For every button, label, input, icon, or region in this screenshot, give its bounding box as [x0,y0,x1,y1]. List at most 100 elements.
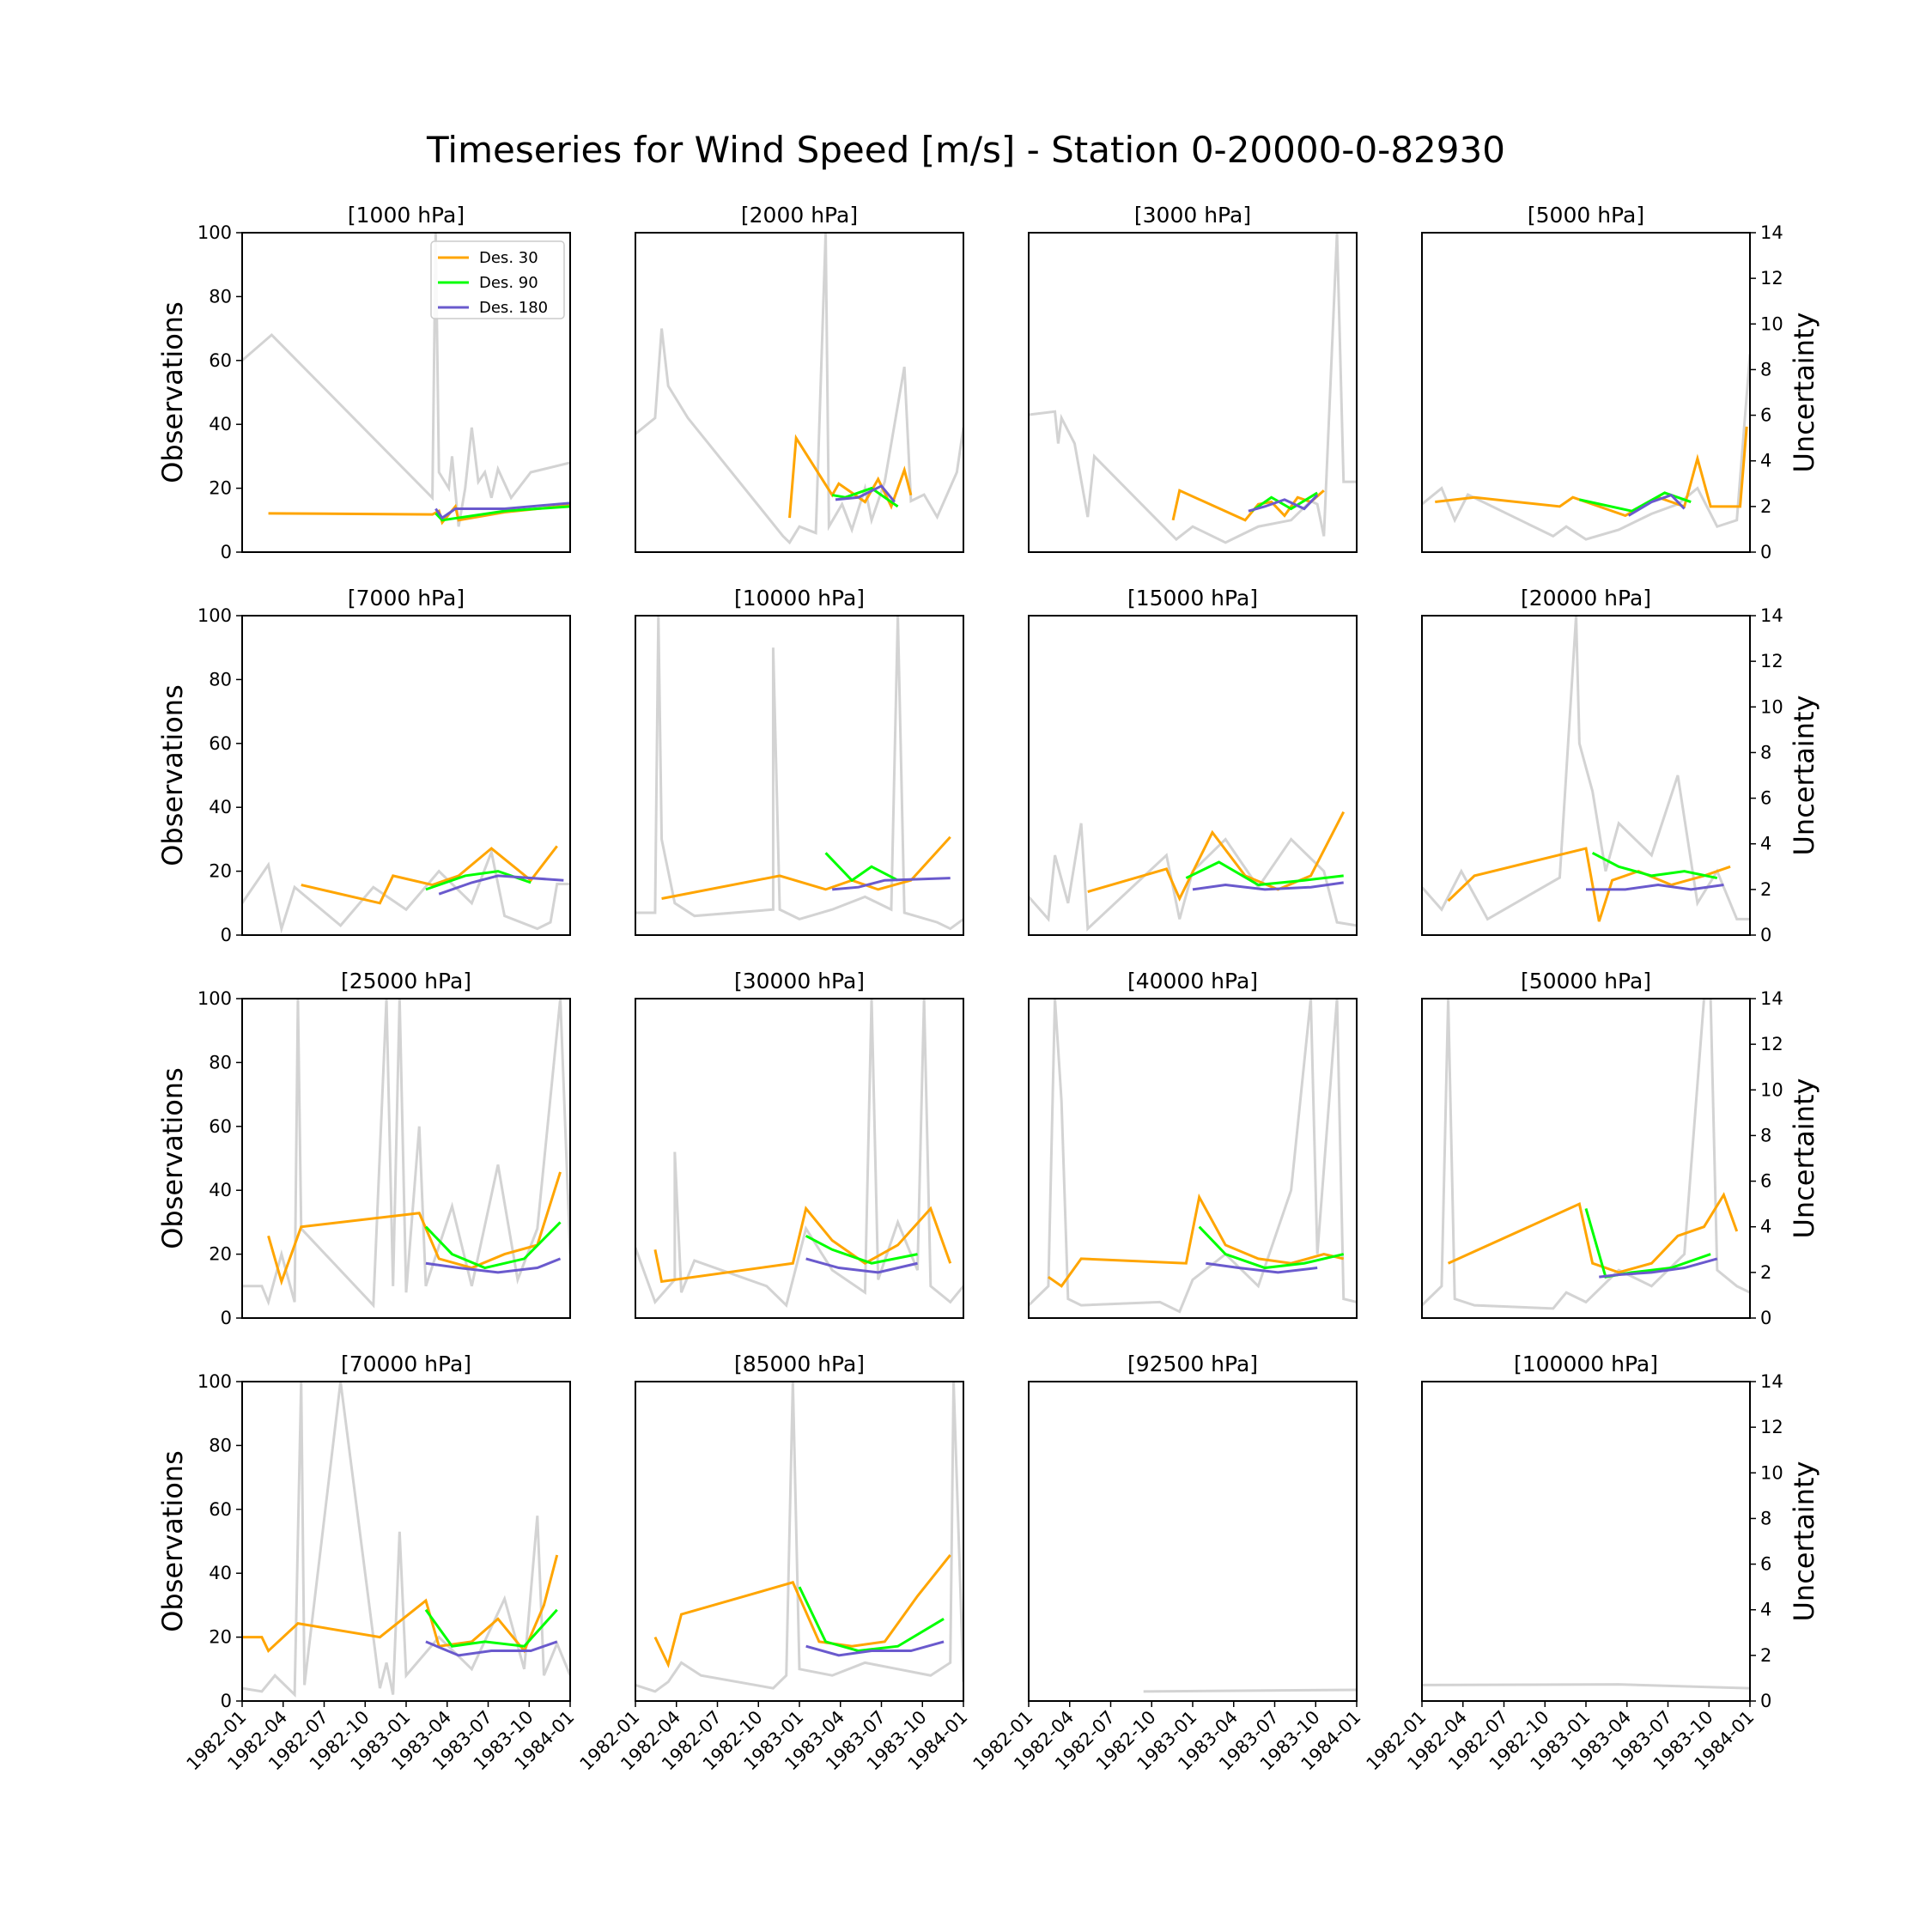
panel-15: [92500 hPa]1982-011982-041982-071982-101… [969,1352,1365,1775]
des30-series [267,1171,562,1286]
y2-tick-label: 6 [1760,1554,1771,1575]
panel-title: [3000 hPa] [1134,203,1251,228]
panel-title: [30000 hPa] [734,969,865,993]
plot-area [242,845,570,934]
observations-series [1029,233,1357,544]
y-tick-label: 60 [209,1499,232,1520]
y-tick-label: 100 [197,605,232,626]
panel-title: [20000 hPa] [1521,586,1651,611]
panel-frame [635,232,964,553]
y-axis-label-uncertainty: Uncertainty [1788,313,1820,473]
des30-series [1447,847,1731,922]
des30-series [653,1206,952,1284]
y-tick-label: 80 [209,669,232,690]
des90-series [424,1221,562,1270]
y-tick-label: 80 [209,1052,232,1072]
des180-series [832,877,951,891]
plot-area [1029,811,1357,932]
panel-title: [70000 hPa] [341,1352,471,1376]
des180-series [835,484,896,503]
y-tick-label: 40 [209,797,232,817]
des180-series [425,1257,562,1274]
y2-tick-label: 4 [1760,451,1771,471]
des30-series [1048,1193,1345,1288]
y2-tick-label: 6 [1760,1171,1771,1192]
des30-series [1447,1192,1739,1274]
y2-tick-label: 8 [1760,1508,1771,1528]
observations-series [635,233,963,545]
legend-box [430,240,565,319]
observations-series [1143,1688,1357,1693]
y2-tick-label: 10 [1760,696,1783,717]
plot-area [1029,999,1357,1314]
plot-area [635,1382,963,1693]
y-tick-label: 60 [209,1116,232,1137]
panel-frame [241,232,571,553]
y2-tick-label: 0 [1760,542,1771,562]
plot-area [635,616,963,931]
observations-series [635,1382,963,1693]
y2-tick-label: 4 [1760,1600,1771,1620]
plot-area [1422,354,1750,541]
y2-tick-label: 14 [1760,222,1783,243]
observations-series [1029,823,1357,932]
y-tick-label: 20 [209,1627,232,1648]
y-tick-label: 100 [197,988,232,1009]
plot-area [1422,616,1750,922]
y-axis-label-observations: Observations [156,1450,189,1632]
y-tick-label: 40 [209,414,232,434]
y-axis-label-uncertainty: Uncertainty [1788,1078,1820,1239]
des90-series [1584,1208,1711,1279]
y2-tick-label: 10 [1760,1079,1783,1100]
panel-4: [5000 hPa] 0 2 4 6 8 10 12 14 Uncertainty [1421,203,1820,562]
y-tick-label: 100 [197,222,232,243]
plot-area [242,1382,570,1698]
y2-tick-label: 14 [1760,605,1783,626]
des180-series [805,1640,945,1657]
y2-tick-label: 2 [1760,496,1771,517]
panel-7: [15000 hPa] [1028,586,1358,936]
des30-series [242,1554,559,1654]
panel-title: [2000 hPa] [741,203,858,228]
plot-area [635,233,963,545]
y2-tick-label: 0 [1760,1691,1771,1711]
observations-series [242,233,570,527]
y2-tick-label: 0 [1760,1308,1771,1328]
des90-series [805,1235,918,1265]
panel-6: [10000 hPa] [635,586,964,936]
panel-title: [40000 hPa] [1127,969,1258,993]
panel-title: [10000 hPa] [734,586,865,611]
plot-area [635,999,963,1309]
y-tick-label: 40 [209,1563,232,1583]
observations-series [1422,354,1750,541]
y2-tick-label: 8 [1760,359,1771,380]
des30-series [653,1554,951,1668]
des90-series [424,1608,558,1648]
des30-series [1171,489,1325,522]
panel-14: [85000 hPa]1982-011982-041982-071982-101… [576,1352,972,1775]
plot-area [1029,233,1357,544]
panel-frame [1421,232,1751,553]
plot-area [1422,1683,1750,1690]
y2-tick-label: 6 [1760,405,1771,426]
panel-12: [50000 hPa] 0 2 4 6 8 10 12 14 Uncertainty [1421,969,1820,1328]
y2-tick-label: 4 [1760,834,1771,854]
des180-series [1248,494,1319,513]
des90-series [434,505,570,522]
plot-area [1422,999,1750,1310]
panel-frame [1028,615,1358,936]
panel-title: [92500 hPa] [1127,1352,1258,1376]
panel-frame [635,998,964,1319]
y-tick-label: 80 [209,1435,232,1455]
panel-title: [25000 hPa] [341,969,471,993]
panel-10: [30000 hPa] [635,969,964,1319]
panel-2: [2000 hPa] [635,203,964,553]
panel-frame [1421,1381,1751,1702]
y-tick-label: 0 [221,542,232,562]
plot-area [242,999,570,1309]
panel-frame [1028,232,1358,553]
panel-title: [85000 hPa] [734,1352,865,1376]
des180-series [1627,493,1686,517]
